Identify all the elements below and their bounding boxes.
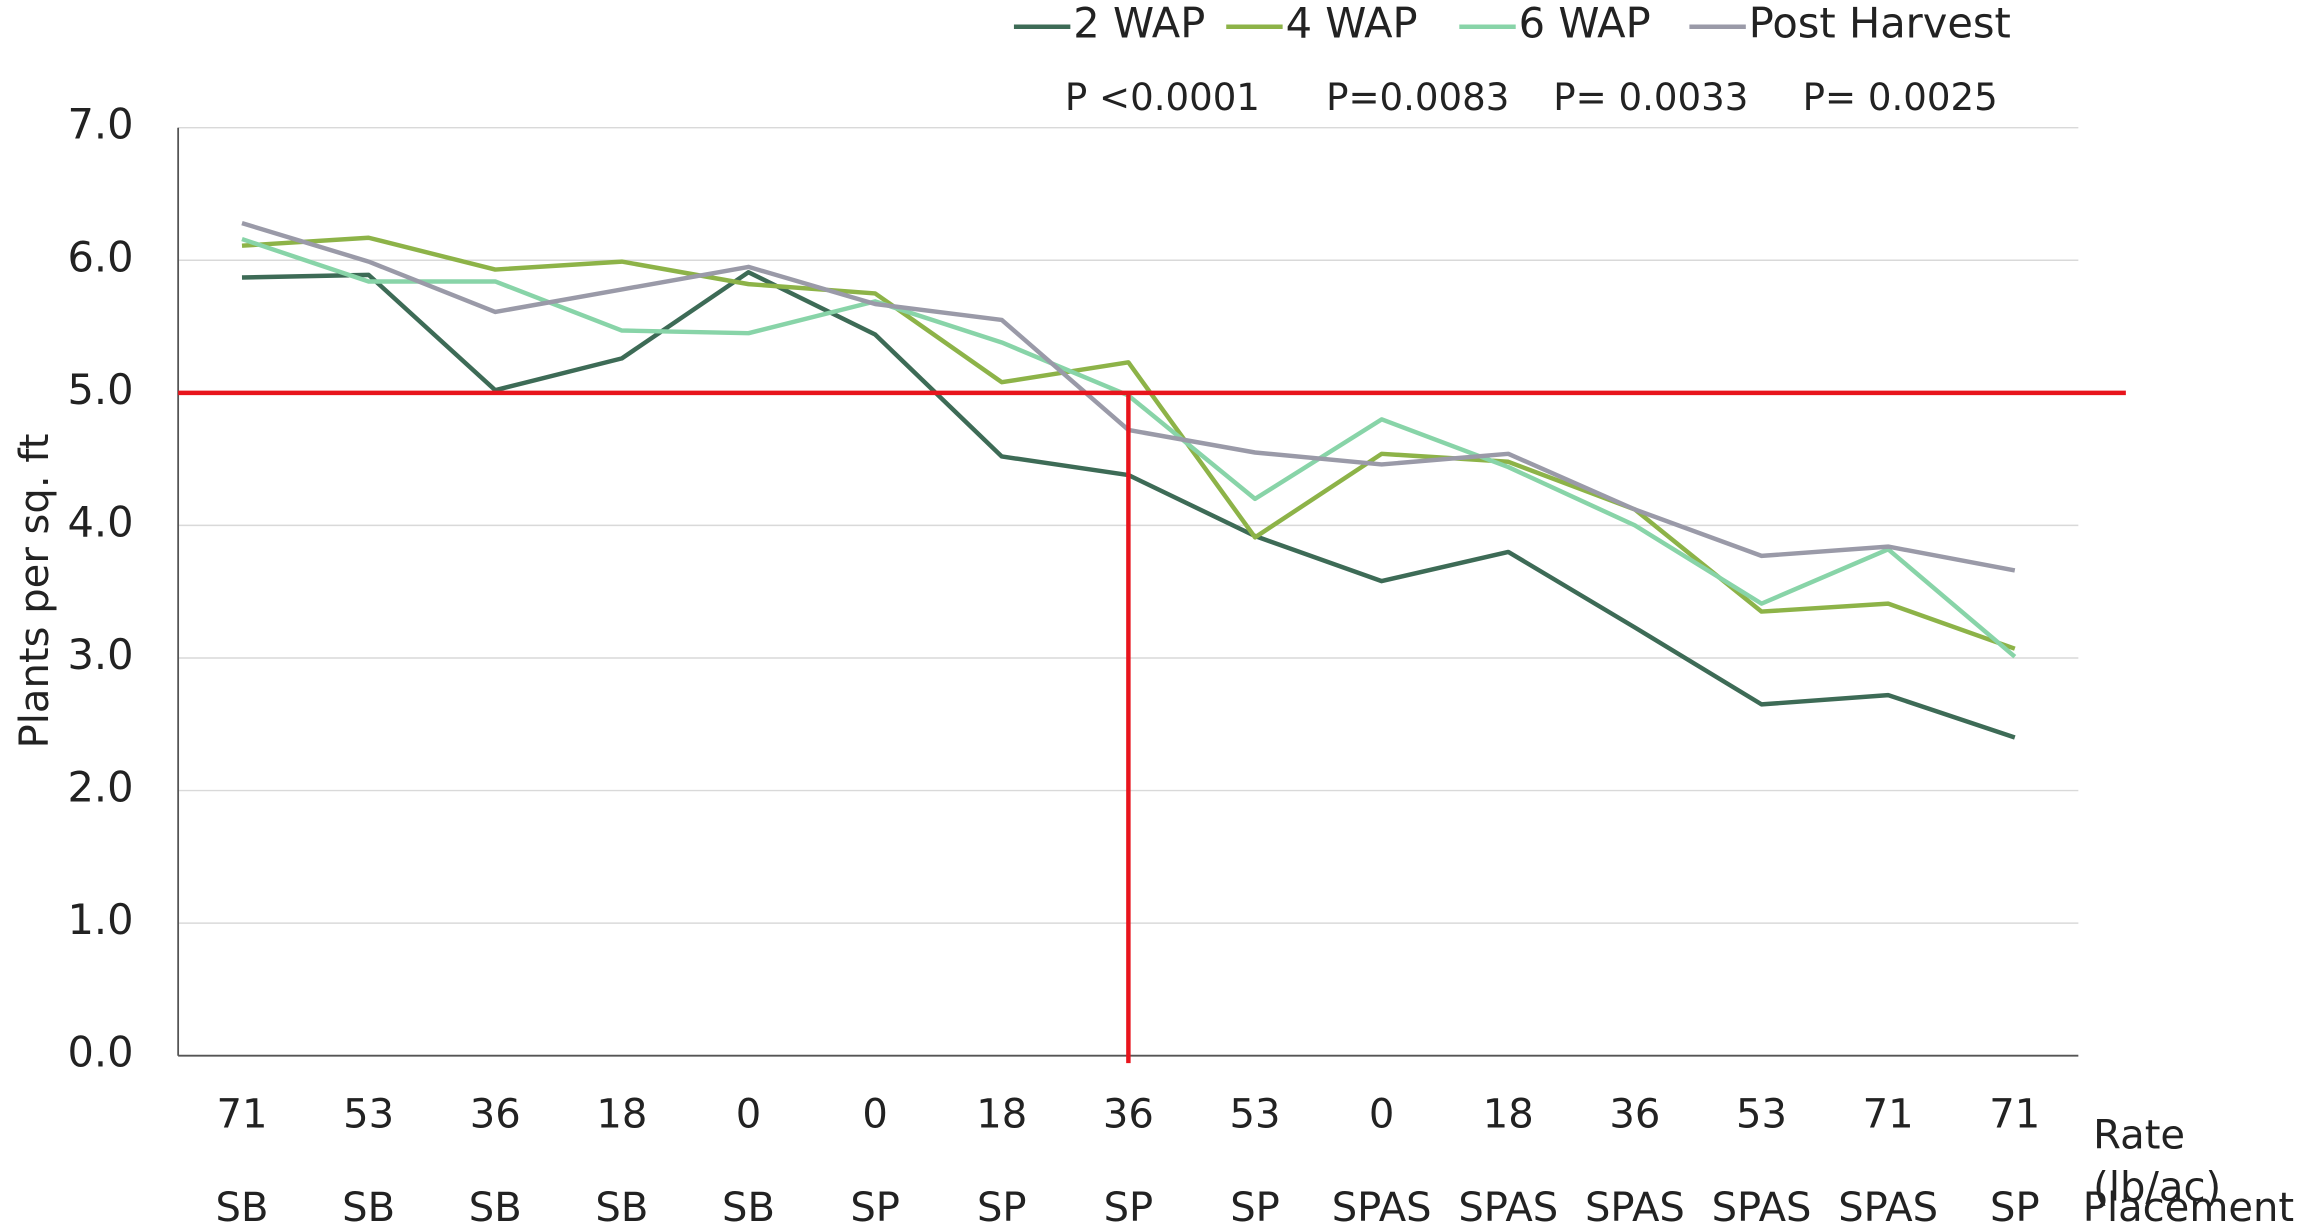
x-tick-label: 71 xyxy=(1863,1092,1914,1138)
placement-label: SP xyxy=(850,1185,900,1222)
y-tick-label: 0.0 xyxy=(68,1028,134,1077)
placement-label: SP xyxy=(1230,1185,1280,1222)
x-tick-label: 36 xyxy=(470,1092,521,1138)
y-axis-label: Plants per sq. ft xyxy=(12,434,58,749)
y-tick-label: 7.0 xyxy=(68,100,134,149)
x-tick-label: 0 xyxy=(862,1092,887,1138)
placement-label: SP xyxy=(977,1185,1027,1222)
placement-label: SB xyxy=(342,1185,395,1222)
x-tick-label: 0 xyxy=(1369,1092,1394,1138)
placement-label: SB xyxy=(216,1185,269,1222)
placement-label: SB xyxy=(469,1185,522,1222)
y-tick-label: 5.0 xyxy=(68,365,134,414)
x2-axis-label: Placement xyxy=(2083,1185,2294,1222)
x-tick-label: 18 xyxy=(596,1092,647,1138)
placement-label: SP xyxy=(1104,1185,1154,1222)
legend-label: Post Harvest xyxy=(1749,0,2011,48)
p-value: P= 0.0033 xyxy=(1553,76,1748,119)
legend-label: 6 WAP xyxy=(1519,0,1651,48)
placement-label: SPAS xyxy=(1585,1185,1685,1222)
x-tick-label: 18 xyxy=(1483,1092,1534,1138)
x-tick-label: 36 xyxy=(1103,1092,1154,1138)
p-value: P=0.0083 xyxy=(1326,76,1509,119)
placement-label: SB xyxy=(722,1185,775,1222)
placement-label: SPAS xyxy=(1458,1185,1558,1222)
x-tick-label: 36 xyxy=(1609,1092,1660,1138)
x-tick-label: 53 xyxy=(1736,1092,1787,1138)
x-tick-label: 71 xyxy=(216,1092,267,1138)
y-tick-label: 4.0 xyxy=(68,497,134,546)
placement-label: SPAS xyxy=(1332,1185,1432,1222)
p-value: P= 0.0025 xyxy=(1803,76,1998,119)
x-tick-label: 53 xyxy=(1230,1092,1281,1138)
y-tick-label: 1.0 xyxy=(68,895,134,944)
y-tick-label: 3.0 xyxy=(68,630,134,679)
placement-label: SB xyxy=(595,1185,648,1222)
x-tick-label: 71 xyxy=(1989,1092,2040,1138)
legend-label: 4 WAP xyxy=(1286,0,1418,48)
x-tick-label: 18 xyxy=(976,1092,1027,1138)
x-tick-label: 53 xyxy=(343,1092,394,1138)
y-tick-label: 6.0 xyxy=(68,232,134,281)
y-tick-label: 2.0 xyxy=(68,763,134,812)
p-value: P <0.0001 xyxy=(1065,76,1260,119)
x-tick-label: 0 xyxy=(736,1092,761,1138)
placement-label: SPAS xyxy=(1712,1185,1812,1222)
placement-label: SPAS xyxy=(1838,1185,1938,1222)
x-axis-label: Rate (lb/ac) xyxy=(2093,1112,2221,1210)
placement-label: SP xyxy=(1990,1185,2040,1222)
legend-label: 2 WAP xyxy=(1073,0,1205,48)
